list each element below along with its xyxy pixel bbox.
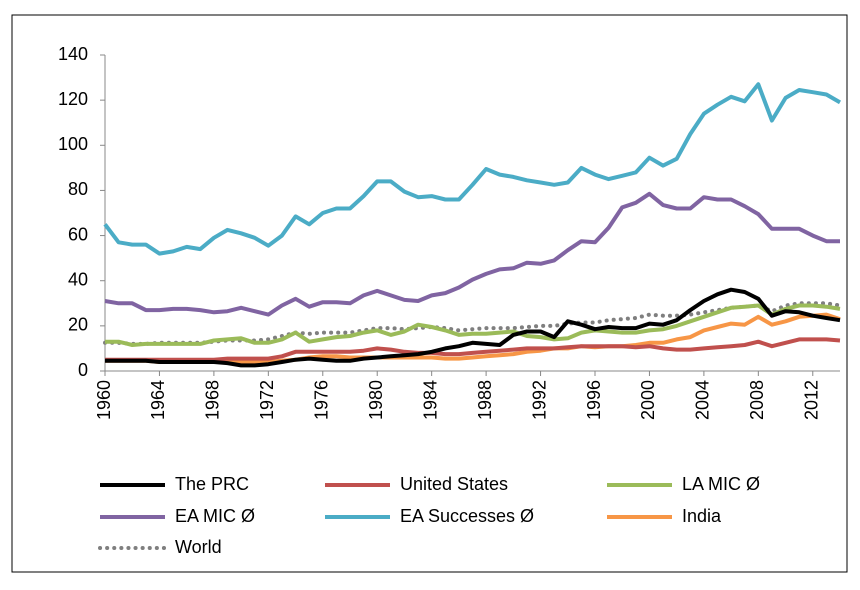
x-tick-label: 1960 [94,380,114,420]
x-tick-label: 1992 [529,380,549,420]
legend-label: India [682,506,722,526]
y-tick-label: 100 [58,134,88,154]
legend-label: The PRC [175,474,249,494]
x-tick-label: 1964 [148,380,168,420]
x-tick-label: 1984 [420,380,440,420]
y-tick-label: 80 [68,179,88,199]
x-tick-label: 2008 [747,380,767,420]
series-line [103,82,842,256]
series-line [105,337,841,362]
y-tick-label: 60 [68,224,88,244]
x-tick-label: 1968 [203,380,223,420]
series-line [105,287,841,368]
legend-label: World [175,537,222,557]
series-line [105,303,841,347]
legend-label: EA Successes Ø [400,506,534,526]
y-tick-label: 20 [68,315,88,335]
series-line [104,191,840,317]
chart-frame [11,14,848,573]
y-tick-label: 140 [58,44,88,64]
legend-label: LA MIC Ø [682,474,760,494]
x-tick-label: 2012 [802,380,822,420]
legend-label: EA MIC Ø [175,506,255,526]
legend-label: United States [400,474,508,494]
x-tick-label: 2004 [693,380,713,420]
y-tick-label: 0 [78,360,88,380]
y-tick-label: 40 [68,269,88,289]
x-tick-label: 1972 [257,380,277,420]
x-tick-label: 1996 [584,380,604,420]
x-tick-label: 1988 [475,380,495,420]
x-tick-label: 1980 [366,380,386,420]
x-tick-label: 2000 [638,380,658,420]
x-tick-label: 1976 [312,380,332,420]
y-tick-label: 120 [58,89,88,109]
